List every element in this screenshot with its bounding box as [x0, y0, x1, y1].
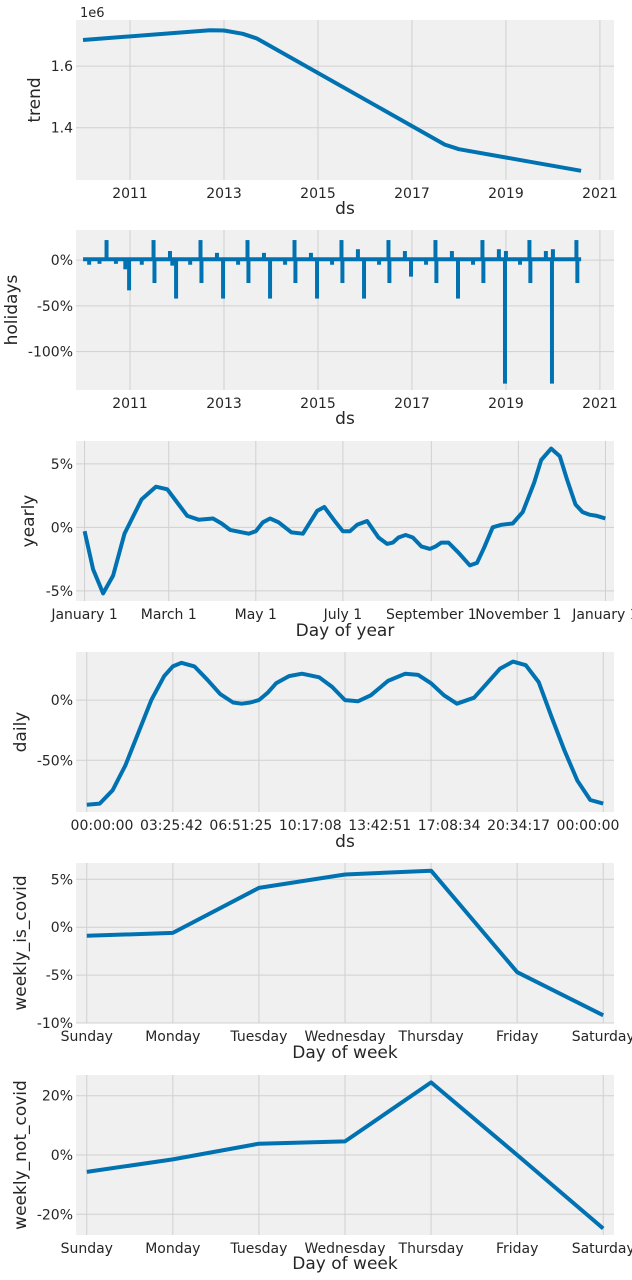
y-axis-label: daily [11, 712, 31, 753]
x-tick-label: Sunday [61, 1029, 113, 1045]
x-tick-label: January 1 [571, 607, 632, 623]
panel-trend: 2011 2013 2015 2017 2019 2021 1.4 1.6 ds trend 1e6 [25, 6, 618, 219]
x-tick-label: Sunday [61, 1241, 113, 1257]
x-tick-label: 2017 [394, 396, 430, 412]
y-axis-label: yearly [19, 495, 39, 548]
series-line-trend [82, 28, 582, 173]
y-tick-label: -5% [46, 584, 73, 600]
plot-area [76, 441, 614, 601]
x-tick-label: 2015 [300, 396, 336, 412]
data-layer [83, 240, 582, 384]
y-tick-label: 1.4 [51, 121, 73, 137]
x-tick-label: Wednesday [304, 1029, 385, 1045]
data-layer [82, 446, 606, 596]
x-tick-label: 13:42:51 [348, 818, 411, 834]
panel-holidays: 2011 2013 2015 2017 2019 2021 0% -50% -100% ds hol… [2, 230, 618, 429]
x-tick-label: Friday [496, 1241, 538, 1257]
panel-weekly_is_covid: Sunday Monday Tuesday Wednesday Thursday Frid… [11, 863, 632, 1063]
x-tick-label: 2021 [582, 396, 618, 412]
series-line-daily [86, 659, 604, 807]
x-tick-label: 03:25:42 [140, 818, 203, 834]
x-tick-label: Wednesday [304, 1241, 385, 1257]
x-axis-label: Day of week [292, 1043, 398, 1063]
x-axis-label: Day of year [296, 621, 395, 641]
y-offset-label: 1e6 [80, 6, 105, 21]
y-axis-label: trend [25, 77, 45, 122]
x-tick-label: 2019 [488, 396, 524, 412]
y-tick-label: -50% [37, 753, 73, 769]
y-tick-label: 1.6 [51, 59, 73, 75]
x-tick-label: Saturday [572, 1241, 632, 1257]
panel-yearly: January 1 March 1 May 1 July 1 September 1No… [19, 441, 632, 641]
y-tick-label: 0% [51, 693, 73, 709]
x-tick-label: May 1 [235, 607, 277, 623]
plot-area [76, 20, 614, 180]
x-tick-label: Monday [145, 1029, 200, 1045]
y-tick-label: -20% [37, 1207, 73, 1223]
y-tick-label: -50% [37, 299, 73, 315]
x-tick-label: Thursday [398, 1029, 464, 1045]
data-layer [82, 28, 582, 173]
x-tick-label: 10:17:08 [279, 818, 342, 834]
x-tick-label: 2011 [112, 396, 148, 412]
x-tick-label: 17:08:34 [418, 818, 481, 834]
x-tick-label: Tuesday [229, 1029, 287, 1045]
data-layer [86, 1080, 605, 1231]
y-axis-label: holidays [2, 274, 22, 345]
x-axis-label: Day of week [292, 1254, 398, 1274]
x-tick-label: 00:00:00 [557, 818, 620, 834]
y-tick-label: -100% [28, 345, 73, 361]
panel-daily: 00:00:00 03:25:42 06:51:25 10:17:08 13:42:51… [11, 652, 619, 852]
y-tick-label: 0% [51, 253, 73, 269]
x-tick-label: 2019 [488, 186, 524, 202]
x-tick-label: November 1 [475, 607, 561, 623]
data-layer [86, 868, 605, 1018]
y-tick-label: 5% [51, 872, 73, 888]
x-tick-label: 2017 [394, 186, 430, 202]
series-line-weekly_not_covid [86, 1080, 605, 1231]
data-layer [86, 659, 604, 807]
x-tick-label: 06:51:25 [209, 818, 272, 834]
x-tick-label: Saturday [572, 1029, 632, 1045]
plot-area [76, 230, 614, 390]
y-tick-label: 0% [51, 1148, 73, 1164]
x-axis-label: ds [335, 832, 355, 852]
x-tick-label: Thursday [398, 1241, 464, 1257]
series-line-yearly [82, 446, 606, 596]
x-tick-label: 2013 [206, 396, 242, 412]
x-tick-label: 00:00:00 [71, 818, 134, 834]
x-axis-label: ds [335, 409, 355, 429]
x-tick-label: Tuesday [229, 1241, 287, 1257]
x-tick-label: Friday [496, 1029, 538, 1045]
x-tick-label: 2021 [582, 186, 618, 202]
x-tick-label: 2011 [112, 186, 148, 202]
x-tick-label: 2013 [206, 186, 242, 202]
y-tick-label: -5% [46, 968, 73, 984]
x-tick-label: Monday [145, 1241, 200, 1257]
x-tick-label: March 1 [141, 607, 197, 623]
x-tick-label: July 1 [323, 607, 363, 623]
y-tick-label: 5% [51, 457, 73, 473]
panel-weekly_not_covid: Sunday Monday Tuesday Wednesday Thursday Frid… [11, 1075, 632, 1274]
x-tick-label: January 1 [50, 607, 117, 623]
series-line-weekly_is_covid [86, 868, 605, 1018]
x-tick-label: 20:34:17 [487, 818, 550, 834]
y-axis-label: weekly_is_covid [11, 875, 31, 1010]
y-tick-label: 0% [51, 520, 73, 536]
y-axis-label: weekly_not_covid [11, 1080, 31, 1230]
y-tick-label: -10% [37, 1016, 73, 1032]
y-tick-label: 0% [51, 920, 73, 936]
x-axis-label: ds [335, 199, 355, 219]
x-tick-label: September 1 [386, 607, 477, 623]
x-tick-label: 2015 [300, 186, 336, 202]
y-tick-label: 20% [42, 1089, 73, 1105]
